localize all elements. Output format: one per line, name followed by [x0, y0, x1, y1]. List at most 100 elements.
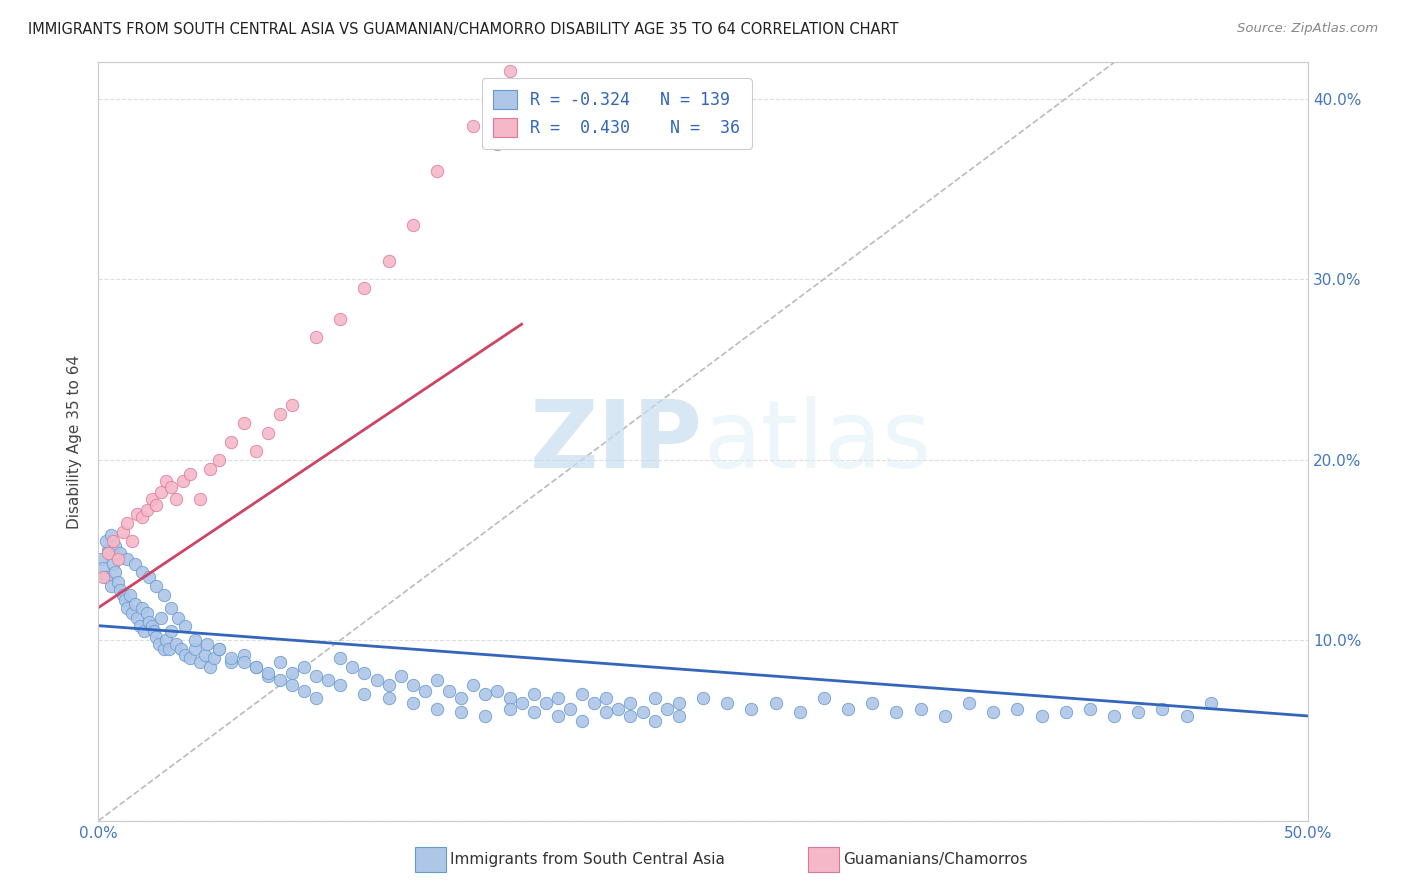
- Point: [353, 281, 375, 295]
- Point: [169, 642, 191, 657]
- Point: [184, 642, 207, 657]
- Point: [426, 673, 449, 687]
- Point: [523, 706, 546, 720]
- Point: [292, 683, 315, 698]
- Point: [152, 642, 174, 657]
- Point: [145, 630, 167, 644]
- Point: [523, 687, 546, 701]
- Point: [886, 706, 908, 720]
- Point: [377, 254, 399, 268]
- Point: [97, 542, 120, 557]
- Point: [108, 546, 131, 560]
- Point: [165, 492, 187, 507]
- Point: [150, 611, 173, 625]
- Point: [813, 690, 835, 705]
- Point: [595, 706, 617, 720]
- Point: [413, 683, 436, 698]
- Point: [1078, 702, 1101, 716]
- Point: [377, 678, 399, 692]
- Point: [547, 709, 569, 723]
- Point: [668, 696, 690, 710]
- Point: [208, 452, 231, 467]
- Point: [655, 702, 678, 716]
- Point: [195, 637, 218, 651]
- Point: [619, 696, 641, 710]
- Point: [1199, 696, 1222, 710]
- Point: [910, 702, 932, 716]
- Point: [292, 660, 315, 674]
- Point: [117, 516, 139, 530]
- Point: [198, 461, 221, 475]
- Point: [245, 443, 267, 458]
- Point: [100, 579, 122, 593]
- Point: [107, 552, 129, 566]
- Point: [353, 665, 375, 680]
- Point: [135, 606, 157, 620]
- Point: [104, 565, 127, 579]
- Point: [174, 618, 197, 632]
- Point: [269, 655, 291, 669]
- Point: [463, 119, 485, 133]
- Point: [148, 637, 170, 651]
- Legend: R = -0.324   N = 139, R =  0.430    N =  36: R = -0.324 N = 139, R = 0.430 N = 36: [482, 78, 752, 149]
- Point: [145, 579, 167, 593]
- Point: [143, 624, 166, 639]
- Point: [208, 642, 231, 657]
- Point: [100, 528, 122, 542]
- Point: [141, 492, 163, 507]
- Point: [179, 467, 201, 481]
- Point: [402, 678, 425, 692]
- Point: [571, 714, 593, 729]
- Point: [305, 669, 328, 683]
- Point: [934, 709, 956, 723]
- Point: [179, 651, 201, 665]
- Point: [221, 655, 243, 669]
- Point: [474, 687, 496, 701]
- Point: [232, 417, 254, 431]
- Point: [619, 709, 641, 723]
- Point: [402, 696, 425, 710]
- Point: [534, 696, 557, 710]
- Point: [194, 648, 217, 662]
- Point: [101, 558, 124, 572]
- Text: IMMIGRANTS FROM SOUTH CENTRAL ASIA VS GUAMANIAN/CHAMORRO DISABILITY AGE 35 TO 64: IMMIGRANTS FROM SOUTH CENTRAL ASIA VS GU…: [28, 22, 898, 37]
- Point: [101, 533, 124, 548]
- Point: [1175, 709, 1198, 723]
- Point: [131, 600, 153, 615]
- Point: [1007, 702, 1029, 716]
- Point: [160, 600, 183, 615]
- Point: [221, 651, 243, 665]
- Point: [316, 673, 339, 687]
- Point: [389, 669, 412, 683]
- Point: [256, 665, 278, 680]
- Point: [135, 503, 157, 517]
- Point: [157, 642, 180, 657]
- Point: [437, 683, 460, 698]
- Point: [789, 706, 811, 720]
- Point: [90, 552, 112, 566]
- Point: [91, 561, 114, 575]
- Point: [134, 624, 156, 639]
- Point: [160, 480, 183, 494]
- Point: [204, 651, 226, 665]
- Point: [188, 492, 211, 507]
- Point: [547, 690, 569, 705]
- Point: [111, 524, 134, 539]
- Point: [184, 633, 207, 648]
- Point: [167, 611, 190, 625]
- Point: [232, 655, 254, 669]
- Point: [498, 64, 520, 78]
- Point: [111, 588, 134, 602]
- Point: [631, 706, 654, 720]
- Point: [269, 673, 291, 687]
- Point: [366, 673, 388, 687]
- Point: [644, 690, 666, 705]
- Point: [121, 606, 143, 620]
- Point: [1054, 706, 1077, 720]
- Point: [1031, 709, 1053, 723]
- Point: [329, 651, 352, 665]
- Text: atlas: atlas: [703, 395, 931, 488]
- Point: [1102, 709, 1125, 723]
- Point: [498, 690, 520, 705]
- Point: [155, 475, 177, 489]
